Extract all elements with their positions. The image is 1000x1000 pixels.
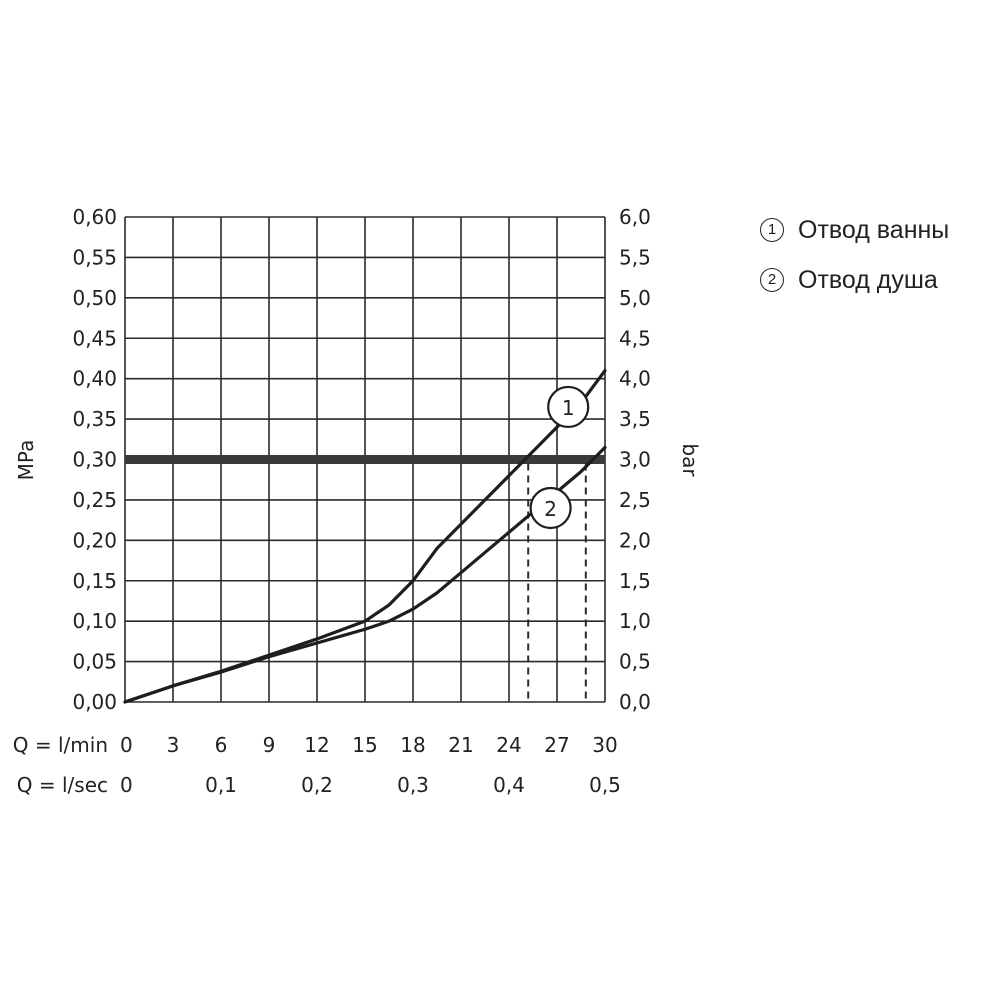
- y-tick-left-4: 0,20: [72, 528, 117, 552]
- y-tick-right-4: 2,0: [619, 528, 651, 552]
- y-tick-left-9: 0,45: [72, 326, 117, 350]
- x-tick-r0-10: 30: [592, 733, 617, 757]
- x-tick-r1-4: 0,4: [493, 773, 525, 797]
- series-marker-label-1: 1: [562, 396, 575, 420]
- y-tick-right-5: 2,5: [619, 488, 651, 512]
- y-tick-left-1: 0,05: [72, 650, 117, 674]
- x-tick-r1-5: 0,5: [589, 773, 621, 797]
- legend-item-1: 1 Отвод ванны: [760, 205, 949, 255]
- series-markers: 12: [529, 385, 590, 530]
- legend-marker-2: 2: [760, 268, 784, 292]
- x-tick-r0-4: 12: [304, 733, 329, 757]
- y-tick-right-1: 0,5: [619, 650, 651, 674]
- x-tick-r0-8: 24: [496, 733, 521, 757]
- y-tick-right-0: 0,0: [619, 690, 651, 714]
- legend: 1 Отвод ванны 2 Отвод душа: [760, 205, 949, 305]
- y-tick-right-2: 1,0: [619, 609, 651, 633]
- x-tick-r1-1: 0,1: [205, 773, 237, 797]
- legend-text-2: Отвод душа: [798, 265, 938, 294]
- intersection-dashes: [527, 463, 587, 702]
- y-tick-right-12: 6,0: [619, 205, 651, 229]
- x-tick-r0-1: 3: [167, 733, 180, 757]
- y-tick-left-2: 0,10: [72, 609, 117, 633]
- y-tick-right-8: 4,0: [619, 367, 651, 391]
- legend-item-2: 2 Отвод душа: [760, 255, 949, 305]
- x-tick-r0-5: 15: [352, 733, 377, 757]
- y-tick-left-10: 0,50: [72, 286, 117, 310]
- y-tick-left-6: 0,30: [72, 448, 117, 472]
- x-tick-r1-0: 0: [120, 773, 133, 797]
- y-tick-right-11: 5,5: [619, 245, 651, 269]
- series-marker-label-2: 2: [544, 497, 557, 521]
- x-tick-r0-3: 9: [263, 733, 276, 757]
- y-tick-right-9: 4,5: [619, 326, 651, 350]
- x-row-label-1: Q = l/sec: [17, 773, 108, 797]
- y-tick-left-12: 0,60: [72, 205, 117, 229]
- series-marker-circle-2: [529, 486, 572, 530]
- y-tick-left-0: 0,00: [72, 690, 117, 714]
- x-tick-r0-7: 21: [448, 733, 473, 757]
- x-tick-r1-3: 0,3: [397, 773, 429, 797]
- x-tick-r0-2: 6: [215, 733, 228, 757]
- x-tick-r0-6: 18: [400, 733, 425, 757]
- tick-labels: 0,000,050,100,150,200,250,300,350,400,45…: [13, 205, 651, 797]
- y-tick-right-3: 1,5: [619, 569, 651, 593]
- y-tick-right-7: 3,5: [619, 407, 651, 431]
- y-tick-right-6: 3,0: [619, 448, 651, 472]
- y-tick-right-10: 5,0: [619, 286, 651, 310]
- x-row-label-0: Q = l/min: [13, 733, 108, 757]
- legend-marker-1: 1: [760, 218, 784, 242]
- y-axis-label-left: MPa: [14, 440, 38, 481]
- y-tick-left-7: 0,35: [72, 407, 117, 431]
- x-tick-r0-9: 27: [544, 733, 569, 757]
- series-marker-circle-1: [547, 385, 590, 429]
- y-tick-left-8: 0,40: [72, 367, 117, 391]
- y-tick-left-11: 0,55: [72, 245, 117, 269]
- x-tick-r1-2: 0,2: [301, 773, 333, 797]
- x-tick-r0-0: 0: [120, 733, 133, 757]
- legend-text-1: Отвод ванны: [798, 215, 950, 244]
- y-tick-left-3: 0,15: [72, 569, 117, 593]
- y-axis-label-right: bar: [678, 443, 702, 477]
- y-tick-left-5: 0,25: [72, 488, 117, 512]
